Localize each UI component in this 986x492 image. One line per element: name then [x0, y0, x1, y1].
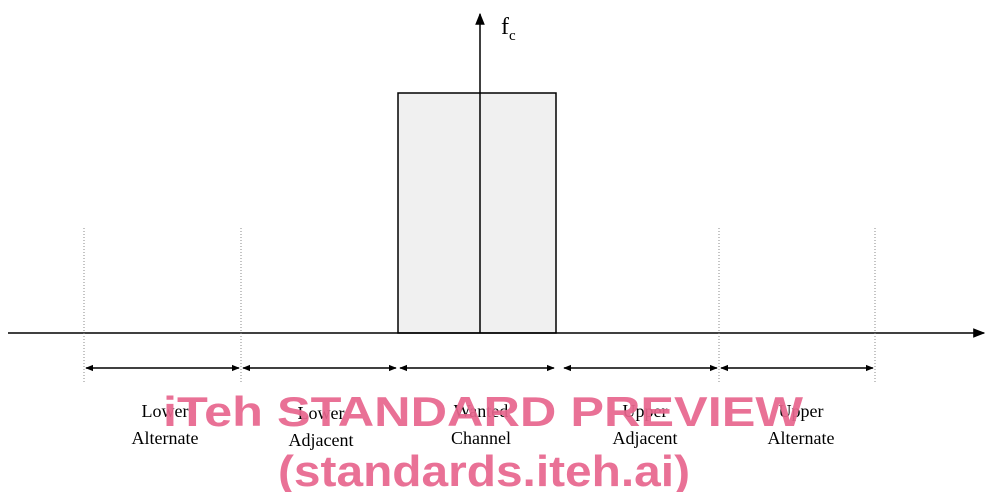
center-frequency-subscript: c [509, 28, 516, 44]
band-label-lower-adjacent-2: Adjacent [289, 430, 354, 450]
band-label-upper-adjacent-2: Adjacent [613, 428, 678, 448]
band-label-upper-alternate-2: Alternate [768, 428, 835, 448]
band-label-lower-adjacent-1: Lower [298, 403, 345, 423]
wanted-channel-block [397, 92, 557, 334]
band-label-wanted-channel-1: Wanted [454, 401, 509, 421]
band-label-wanted-channel-2: Channel [451, 428, 511, 448]
band-label-lower-alternate-1: Lower [142, 401, 189, 421]
band-boundaries [83, 228, 876, 383]
band-label-lower-alternate-2: Alternate [132, 428, 199, 448]
center-frequency-label: fc [501, 14, 516, 44]
band-label-upper-alternate-1: Upper [779, 401, 824, 421]
watermark-line-2: (standards.iteh.ai) [278, 447, 690, 492]
watermark: iTeh STANDARD PREVIEW (standards.iteh.ai… [163, 388, 803, 492]
watermark-line-1: iTeh STANDARD PREVIEW [163, 388, 803, 435]
band-labels: Lower Alternate Lower Adjacent Wanted Ch… [132, 401, 835, 450]
band-label-upper-adjacent-1: Upper [623, 401, 668, 421]
center-frequency-symbol: f [501, 14, 509, 40]
